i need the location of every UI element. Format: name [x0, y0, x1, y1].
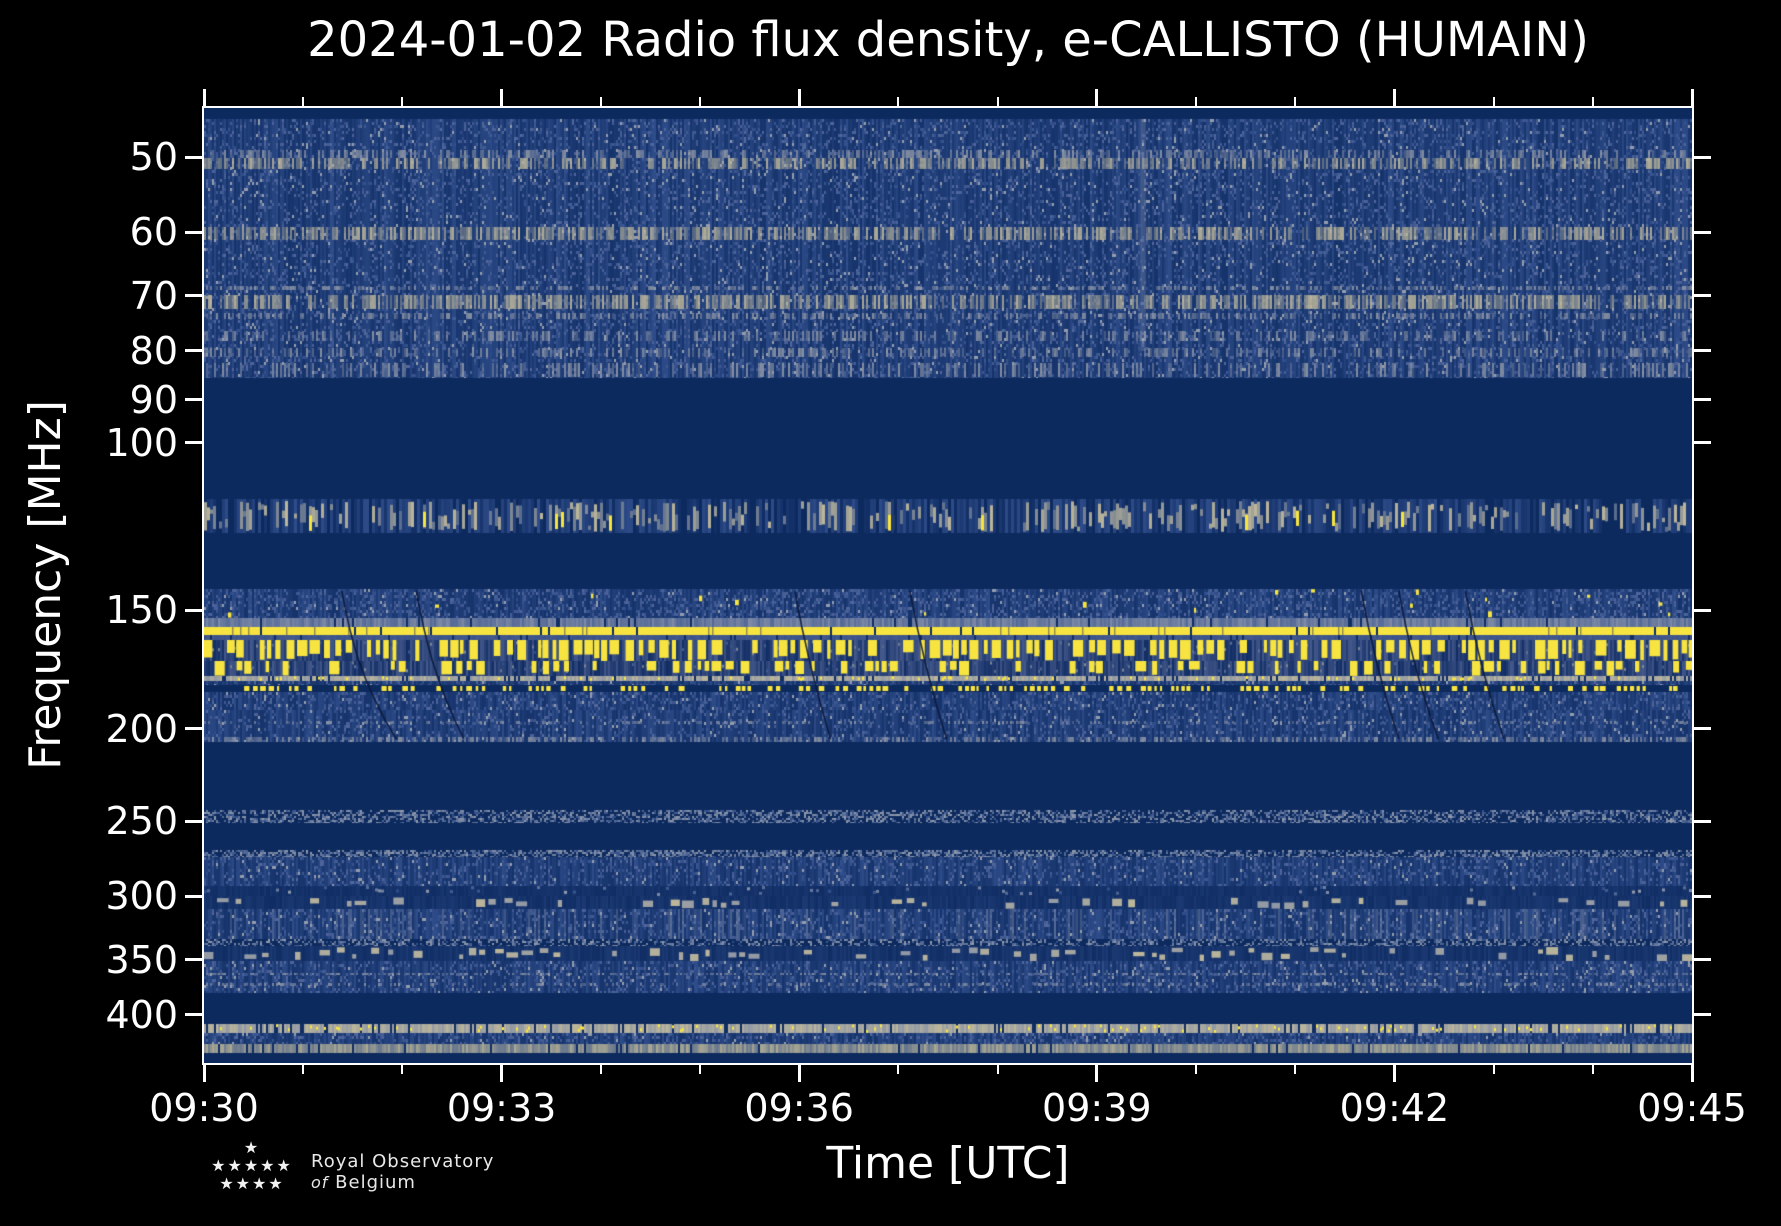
x-tick-label: 09:39 [1042, 1086, 1152, 1130]
x-major-tick [797, 1065, 801, 1082]
y-major-tick-right [1694, 894, 1711, 898]
x-minor-tick-top [401, 97, 404, 106]
x-major-tick-top [797, 89, 801, 106]
x-major-tick-top [1690, 89, 1694, 106]
y-major-tick-right [1694, 958, 1711, 962]
x-axis-title: Time [UTC] [826, 1138, 1070, 1189]
logo-belgium: Belgium [335, 1172, 416, 1193]
y-major-tick-right [1694, 155, 1711, 159]
x-major-tick-top [202, 89, 206, 106]
y-major-tick [185, 608, 202, 612]
rob-stars-row3: ★★★★ [219, 1174, 285, 1193]
rob-stars-icon: ★ ★★★★★ ★★★★ [187, 1139, 317, 1193]
y-tick-label: 70 [129, 273, 178, 318]
x-tick-label: 09:36 [744, 1086, 854, 1130]
y-major-tick-right [1694, 294, 1711, 298]
x-tick-label: 09:30 [149, 1086, 259, 1130]
logo-of: of [311, 1173, 329, 1192]
x-minor-tick [1195, 1065, 1197, 1074]
x-major-tick-top [500, 89, 504, 106]
x-minor-tick-top [1492, 97, 1495, 106]
x-minor-tick [1294, 1065, 1297, 1074]
y-tick-label: 150 [105, 588, 178, 633]
x-minor-tick-top [302, 97, 305, 106]
y-major-tick [185, 294, 202, 298]
y-major-tick [185, 1013, 202, 1017]
y-major-tick-right [1694, 1013, 1711, 1017]
logo-line1: Royal Observatory [311, 1151, 495, 1172]
y-tick-label: 50 [129, 135, 178, 179]
rob-stars-row1: ★ [243, 1138, 261, 1157]
y-tick-label: 200 [105, 706, 178, 751]
y-major-tick-right [1694, 727, 1711, 731]
y-tick-label: 80 [129, 328, 178, 373]
y-major-tick [185, 441, 202, 445]
logo-line2: of Belgium [311, 1172, 494, 1193]
x-major-tick-top [1095, 89, 1099, 106]
x-major-tick [202, 1065, 206, 1082]
y-major-tick-right [1694, 230, 1711, 234]
y-tick-label: 250 [105, 799, 178, 844]
x-major-tick [1095, 1065, 1099, 1082]
rob-logo-text: Royal Observatory of Belgium [311, 1151, 494, 1193]
x-tick-label: 09:42 [1339, 1086, 1450, 1130]
x-minor-tick-top [1294, 97, 1297, 106]
y-major-tick [185, 398, 202, 401]
x-minor-tick [996, 1065, 999, 1074]
x-minor-tick-top [1195, 97, 1197, 106]
x-minor-tick [1591, 1065, 1594, 1074]
x-major-tick [500, 1065, 504, 1082]
y-major-tick [185, 819, 202, 823]
x-major-tick [1392, 1065, 1396, 1082]
y-major-tick-right [1694, 819, 1711, 823]
y-major-tick [185, 230, 202, 234]
y-major-tick-right [1694, 349, 1711, 353]
x-tick-label: 09:33 [446, 1086, 557, 1130]
rob-stars-row2: ★★★★★ [211, 1156, 293, 1175]
x-minor-tick-top [599, 97, 602, 106]
y-major-tick-right [1694, 608, 1711, 612]
x-minor-tick [897, 1065, 900, 1074]
y-major-tick [185, 894, 202, 898]
x-minor-tick [599, 1065, 602, 1074]
y-major-tick [185, 349, 202, 353]
chart-title: 2024-01-02 Radio flux density, e-CALLIST… [307, 12, 1589, 68]
y-major-tick [185, 155, 202, 159]
y-tick-label: 400 [105, 992, 178, 1037]
y-major-tick [185, 727, 202, 731]
y-tick-label: 300 [105, 874, 178, 919]
spectrogram-canvas [204, 108, 1692, 1063]
x-major-tick [1690, 1065, 1694, 1082]
x-minor-tick [1492, 1065, 1495, 1074]
x-minor-tick-top [996, 97, 999, 106]
y-tick-label: 60 [129, 210, 178, 255]
x-minor-tick-top [897, 97, 900, 106]
y-major-tick-right [1694, 441, 1711, 445]
x-minor-tick [302, 1065, 305, 1074]
x-tick-label: 09:45 [1637, 1086, 1747, 1130]
y-major-tick [185, 958, 202, 962]
x-minor-tick [401, 1065, 404, 1074]
x-minor-tick [699, 1065, 701, 1074]
y-major-tick-right [1694, 398, 1711, 401]
y-tick-label: 100 [105, 420, 178, 465]
x-major-tick-top [1392, 89, 1396, 106]
x-minor-tick-top [1591, 97, 1594, 106]
x-minor-tick-top [699, 97, 701, 106]
y-tick-label: 90 [129, 377, 178, 422]
y-tick-label: 350 [105, 937, 178, 982]
